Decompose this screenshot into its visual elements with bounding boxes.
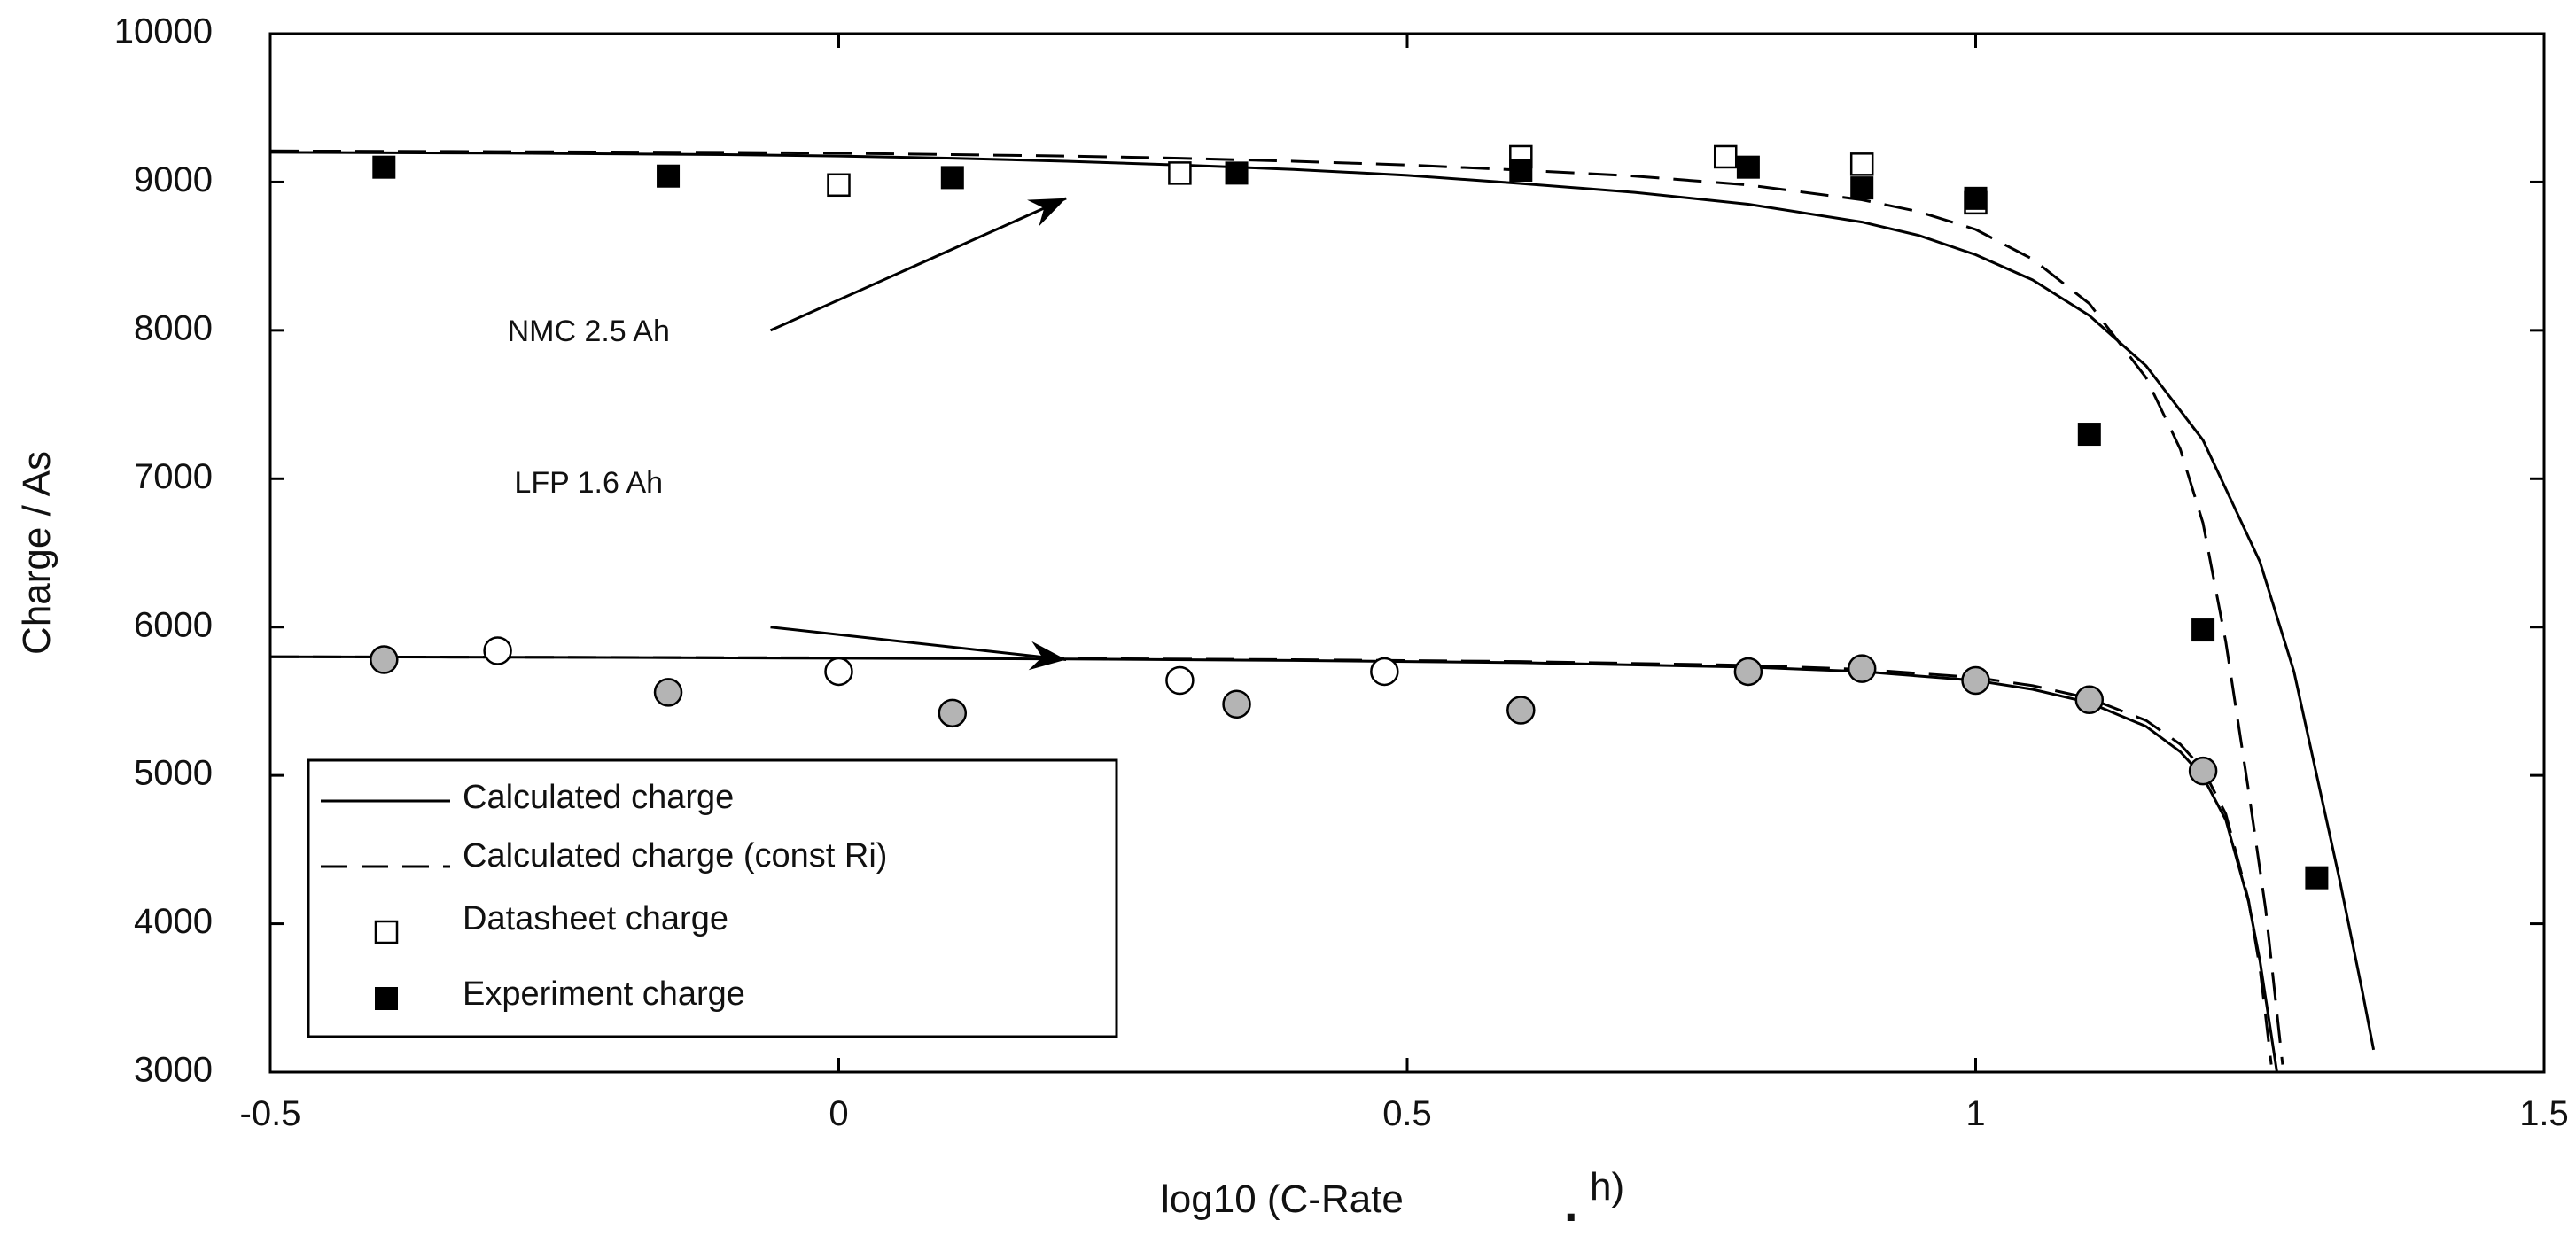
point-lfp-experiment-charge <box>1733 657 1763 687</box>
point-lfp-experiment-charge <box>1961 665 1990 696</box>
x-axis: -0.5 0 0.5 1 1.5 <box>240 34 2569 1133</box>
y-axis-label: Charge / As <box>15 451 58 655</box>
point-lfp-experiment-charge <box>2188 756 2218 786</box>
x-tick-label: 1.5 <box>2519 1094 2569 1133</box>
point-lfp-experiment-charge <box>370 645 399 674</box>
annotation-label-nmc-2-5-ah: NMC 2.5 Ah <box>508 315 670 348</box>
point-nmc-experiment-charge <box>1736 155 1760 179</box>
point-lfp-experiment-charge <box>1847 654 1877 683</box>
series-markers <box>370 144 2329 890</box>
point-nmc-experiment-charge <box>1225 161 1249 185</box>
point-lfp-experiment-charge <box>938 698 968 728</box>
legend-label-calculated-charge: Calculated charge <box>463 779 734 816</box>
point-lfp-experiment-charge <box>2074 685 2105 715</box>
y-axis: 3000 4000 5000 6000 7000 8000 9000 10000 <box>114 12 2544 1090</box>
annotation-arrow-lfp-1-6-ah <box>770 626 1067 662</box>
curve-nmc-calculated-charge-const-ri <box>270 149 2284 1065</box>
point-nmc-experiment-charge <box>1509 159 1533 183</box>
legend-label-calculated-charge-const-ri: Calculated charge (const Ri) <box>463 837 887 875</box>
point-nmc-datasheet-charge <box>1168 161 1192 185</box>
x-axis-label-dot: . <box>1564 1176 1578 1232</box>
x-tick-label: -0.5 <box>240 1094 301 1133</box>
annotation-arrow-nmc-2-5-ah <box>769 197 1067 332</box>
y-tick-label: 7000 <box>134 457 213 496</box>
legend: Calculated charge Calculated charge (con… <box>307 758 1118 1038</box>
point-lfp-experiment-charge <box>1506 696 1536 725</box>
annotation-arrowhead-nmc-2-5-ah <box>1027 198 1067 227</box>
point-lfp-datasheet-charge <box>1165 665 1195 696</box>
point-nmc-experiment-charge <box>2191 618 2215 642</box>
point-nmc-experiment-charge <box>1964 186 1988 210</box>
point-nmc-experiment-charge <box>2305 866 2329 890</box>
point-nmc-experiment-charge <box>2077 423 2101 447</box>
y-tick-label: 9000 <box>134 160 213 199</box>
annotation-arrowhead-lfp-1-6-ah <box>1028 641 1067 671</box>
series-lines <box>270 149 2376 1072</box>
point-nmc-datasheet-charge <box>827 173 851 198</box>
x-tick-label: 1 <box>1965 1094 1985 1133</box>
curve-nmc-calculated-charge <box>270 151 2376 1051</box>
y-tick-label: 4000 <box>134 902 213 941</box>
y-tick-label: 10000 <box>114 12 213 51</box>
y-tick-label: 3000 <box>134 1051 213 1090</box>
point-lfp-datasheet-charge <box>1370 657 1399 687</box>
y-tick-label: 8000 <box>134 308 213 347</box>
legend-label-experiment-charge: Experiment charge <box>463 976 745 1013</box>
x-axis-label: log10 (C-Rate <box>1161 1178 1404 1221</box>
legend-box <box>307 758 1118 1038</box>
legend-symbol-filled-square <box>375 987 398 1010</box>
x-axis-label-suffix: h) <box>1590 1165 1624 1209</box>
point-nmc-datasheet-charge <box>1713 144 1738 169</box>
point-lfp-experiment-charge <box>1222 689 1251 719</box>
y-tick-label: 5000 <box>134 754 213 793</box>
annotation-label-lfp-1-6-ah: LFP 1.6 Ah <box>514 466 663 500</box>
y-tick-label: 6000 <box>134 605 213 644</box>
point-nmc-experiment-charge <box>372 155 396 179</box>
x-tick-label: 0.5 <box>1382 1094 1432 1133</box>
point-nmc-experiment-charge <box>1850 176 1874 200</box>
point-nmc-experiment-charge <box>940 166 964 190</box>
point-nmc-experiment-charge <box>657 164 681 188</box>
legend-symbol-open-square <box>374 920 399 944</box>
x-tick-label: 0 <box>829 1094 848 1133</box>
curve-lfp-calculated-charge-const-ri <box>270 655 2273 1065</box>
point-lfp-datasheet-charge <box>824 657 853 687</box>
legend-label-datasheet-charge: Datasheet charge <box>463 900 728 937</box>
point-nmc-datasheet-charge <box>1849 152 1874 176</box>
point-lfp-datasheet-charge <box>483 636 512 665</box>
point-lfp-experiment-charge <box>653 678 683 707</box>
annotations: NMC 2.5 Ah LFP 1.6 Ah <box>508 197 1067 671</box>
